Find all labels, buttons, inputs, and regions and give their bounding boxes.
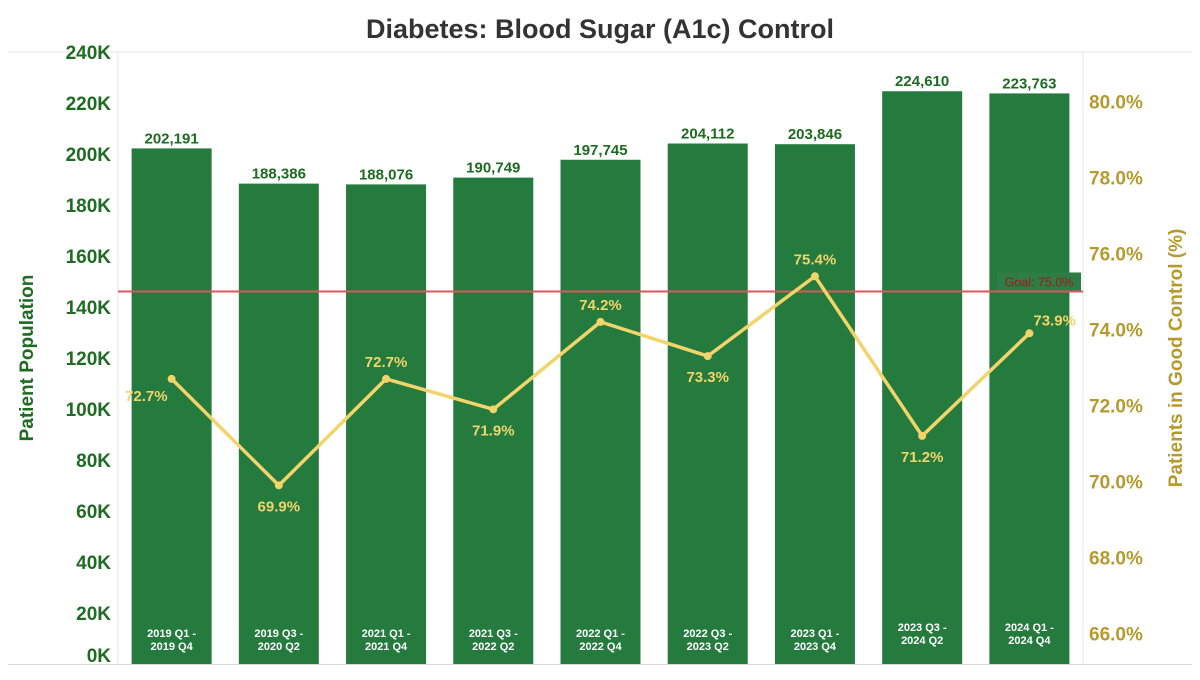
left-tick-label: 120K	[66, 349, 112, 370]
control-value-label: 71.9%	[472, 422, 515, 439]
right-tick-label: 76.0%	[1089, 244, 1143, 265]
control-point	[274, 481, 283, 490]
category-label: 2021 Q1 -	[362, 628, 411, 640]
category-label: 2022 Q2	[472, 641, 514, 653]
bar-value-label: 188,076	[359, 166, 413, 183]
control-value-label: 72.7%	[365, 354, 408, 371]
bar	[667, 143, 748, 664]
bar-value-label: 203,846	[788, 126, 842, 143]
left-tick-label: 40K	[76, 553, 111, 574]
bar-value-label: 223,763	[1002, 75, 1056, 92]
category-label: 2023 Q2	[687, 641, 729, 653]
control-point	[382, 374, 391, 383]
left-tick-label: 240K	[66, 43, 112, 64]
left-axis: 0K 20K 40K 60K 80K 100K 120K 140K 160K 180K 200K 22…	[8, 43, 1192, 667]
chart-title: Diabetes: Blood Sugar (A1c) Control	[366, 14, 834, 44]
right-axis: 66.0% 68.0% 70.0% 72.0% 74.0% 76.0% 78.0% 80.0%…	[1089, 92, 1187, 645]
control-value-label: 75.4%	[794, 251, 837, 268]
category-label: 2019 Q3 -	[254, 628, 303, 640]
category-label: 2022 Q4	[579, 641, 622, 653]
category-label: 2024 Q4	[1008, 635, 1051, 647]
left-tick-label: 220K	[66, 94, 112, 115]
left-tick-label: 180K	[66, 196, 112, 217]
right-tick-label: 74.0%	[1089, 320, 1143, 341]
bar	[560, 159, 641, 664]
control-point	[918, 431, 927, 440]
category-label: 2022 Q3 -	[683, 628, 732, 640]
bar-value-label: 197,745	[573, 142, 627, 159]
line-group	[167, 272, 1034, 490]
control-point	[1025, 329, 1034, 338]
bar	[346, 184, 427, 665]
left-axis-title: Patient Population	[17, 275, 38, 442]
right-tick-label: 72.0%	[1089, 397, 1143, 418]
category-label: 2023 Q4	[794, 641, 837, 653]
control-point	[703, 352, 712, 361]
category-label: 2023 Q1 -	[790, 628, 839, 640]
control-point	[810, 272, 819, 281]
left-tick-label: 160K	[66, 247, 112, 268]
control-value-label: 71.2%	[901, 449, 944, 466]
bars-group	[131, 91, 1070, 665]
right-tick-label: 66.0%	[1089, 625, 1143, 646]
control-point	[167, 374, 176, 383]
goal-label-box	[997, 272, 1081, 291]
category-label: 2021 Q3 -	[469, 628, 518, 640]
category-label: 2019 Q1 -	[147, 628, 196, 640]
category-label: 2021 Q4	[365, 641, 408, 653]
category-label: 2023 Q3 -	[898, 622, 947, 634]
left-tick-label: 200K	[66, 145, 112, 166]
bar	[774, 144, 855, 665]
left-tick-label: 0K	[87, 646, 112, 667]
left-tick-label: 100K	[66, 400, 112, 421]
control-value-label: 69.9%	[258, 498, 301, 515]
bar-value-label: 188,386	[252, 166, 306, 183]
left-tick-label: 140K	[66, 298, 112, 319]
bar	[453, 177, 534, 664]
bar-value-label: 204,112	[681, 126, 734, 143]
control-value-label: 74.2%	[579, 297, 622, 314]
control-value-label: 72.7%	[125, 388, 168, 405]
bar	[238, 183, 319, 664]
bar	[989, 93, 1070, 664]
goal-label: Goal: 75.0%	[1005, 275, 1074, 289]
bar-value-label: 190,749	[466, 160, 520, 177]
category-label: 2024 Q1 -	[1005, 622, 1054, 634]
right-axis-title: Patients in Good Control (%)	[1166, 229, 1187, 488]
left-tick-label: 60K	[76, 502, 111, 523]
bar	[882, 91, 963, 664]
bar-value-label: 224,610	[895, 73, 949, 90]
right-tick-label: 68.0%	[1089, 549, 1143, 570]
control-value-label: 73.3%	[686, 369, 729, 386]
bar-value-label: 202,191	[144, 130, 198, 147]
category-label: 2019 Q4	[151, 641, 194, 653]
category-label: 2022 Q1 -	[576, 628, 625, 640]
category-label: 2024 Q2	[901, 635, 943, 647]
right-tick-label: 78.0%	[1089, 168, 1143, 189]
control-point	[489, 405, 498, 414]
right-tick-label: 70.0%	[1089, 473, 1143, 494]
left-tick-label: 80K	[76, 451, 111, 472]
control-value-label: 73.9%	[1033, 312, 1076, 329]
control-point	[596, 317, 605, 326]
left-tick-label: 20K	[76, 604, 111, 625]
right-tick-label: 80.0%	[1089, 92, 1143, 113]
category-label: 2020 Q2	[258, 641, 300, 653]
goal-group: Goal: 75.0%	[118, 272, 1083, 293]
